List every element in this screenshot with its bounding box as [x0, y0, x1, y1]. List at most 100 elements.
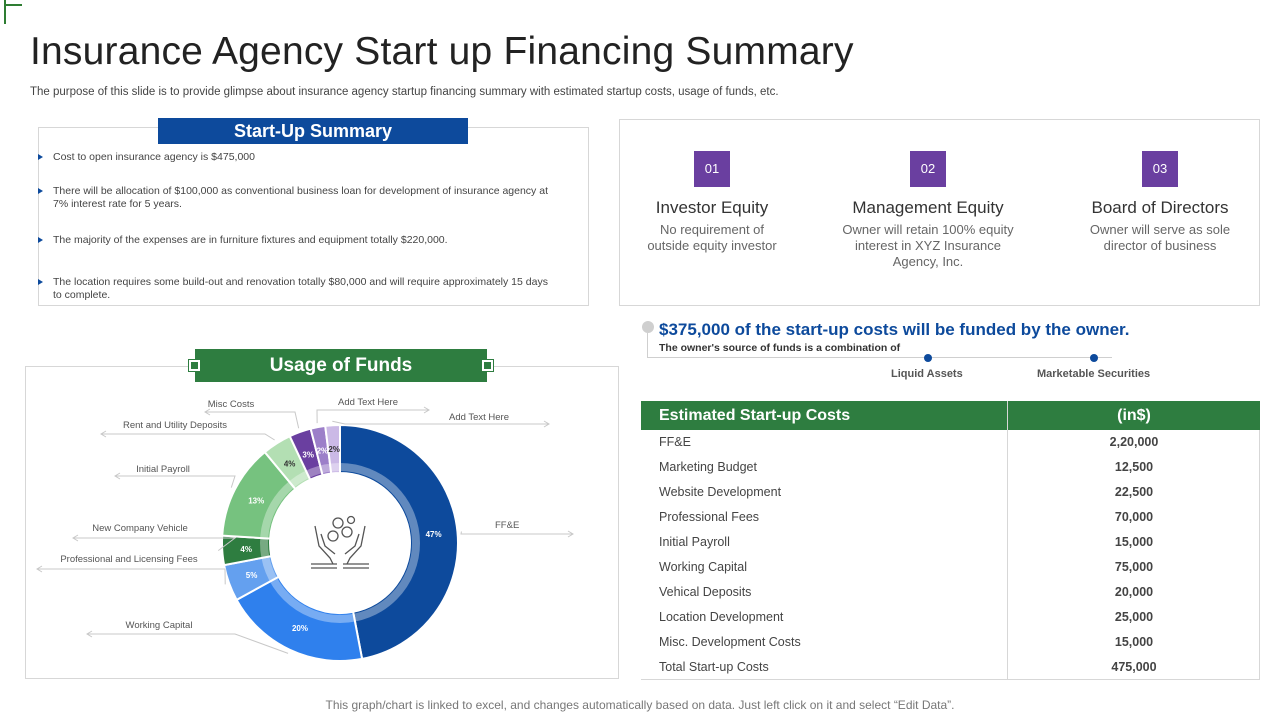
table-row: Location Development 25,000: [641, 605, 1260, 630]
row-amount: 25,000: [1114, 610, 1154, 624]
callout-label: New Company Vehicle: [92, 523, 188, 534]
row-item: Initial Payroll: [659, 535, 730, 549]
slice-percent-label: 47%: [426, 530, 442, 539]
table-column-divider: [1007, 401, 1008, 680]
row-item: Professional Fees: [659, 510, 760, 524]
row-amount: 2,20,000: [1109, 435, 1159, 449]
row-amount: 15,000: [1114, 635, 1154, 649]
equity-item-board: 03 Board of Directors Owner will serve a…: [1055, 151, 1265, 254]
callout-line: [460, 531, 573, 535]
summary-bullet: The majority of the expenses are in furn…: [38, 234, 558, 247]
funding-marker-dot: [642, 321, 654, 333]
equity-title: Management Equity: [852, 198, 1004, 217]
callout-arrow: [72, 534, 79, 542]
slice-percent-label: 13%: [248, 496, 264, 505]
slice-percent-label: 4%: [284, 460, 296, 469]
row-item: Marketing Budget: [659, 460, 757, 474]
row-amount: 22,500: [1114, 485, 1154, 499]
callout-line: [205, 411, 300, 429]
table-header-item: Estimated Start-up Costs: [659, 407, 851, 424]
row-item: Website Development: [659, 485, 782, 499]
funding-headline: $375,000 of the start-up costs will be f…: [659, 320, 1130, 339]
callout-label: Initial Payroll: [136, 464, 190, 475]
callout-line: [73, 537, 237, 552]
row-amount: 12,500: [1114, 460, 1154, 474]
callout-line: [87, 633, 289, 654]
row-item: Location Development: [659, 610, 784, 624]
table-row: Initial Payroll 15,000: [641, 530, 1260, 555]
table-row: Professional Fees 70,000: [641, 505, 1260, 530]
equity-description: Owner will serve as sole director of bus…: [1089, 222, 1231, 253]
table-row: Marketing Budget 12,500: [641, 455, 1260, 480]
equity-title: Investor Equity: [655, 198, 769, 217]
startup-summary-heading: Start-Up Summary: [158, 118, 468, 144]
page-subtitle: The purpose of this slide is to provide …: [30, 86, 779, 98]
table-header-amount: (in$): [1117, 407, 1151, 424]
equity-number-badge: 01: [694, 151, 730, 187]
callout-arrow: [114, 472, 121, 480]
equity-item-management: 02 Management Equity Owner will retain 1…: [823, 151, 1033, 270]
callout-arrow: [204, 408, 211, 416]
footer-note: This graph/chart is linked to excel, and…: [325, 698, 955, 712]
callout-label: Professional and Licensing Fees: [60, 554, 198, 565]
page-title: Insurance Agency Start up Financing Summ…: [30, 30, 854, 73]
slice-percent-label: 5%: [246, 571, 258, 580]
funding-source-label: Marketable Securities: [1037, 368, 1151, 380]
summary-bullet: The location requires some build-out and…: [38, 276, 558, 302]
source-marker-icon: [1090, 354, 1098, 362]
row-item: Misc. Development Costs: [659, 635, 801, 649]
row-amount: 15,000: [1114, 535, 1154, 549]
funding-subtitle: The owner's source of funds is a combina…: [659, 342, 901, 354]
callout-arrow: [423, 406, 430, 414]
table-row-total: Total Start-up Costs 475,000: [641, 655, 1260, 680]
usage-of-funds-heading: Usage of Funds: [188, 349, 494, 382]
callout-label: Rent and Utility Deposits: [123, 420, 227, 431]
funding-connector: [647, 333, 648, 357]
callout-label: Add Text Here: [338, 397, 398, 408]
slice-percent-label: 20%: [292, 624, 308, 633]
heading-knob: [188, 359, 201, 372]
callout-label: Working Capital: [126, 620, 193, 631]
slice-percent-label: 2%: [317, 447, 329, 456]
callout-line: [316, 409, 429, 424]
table-header: Estimated Start-up Costs (in$): [641, 401, 1260, 430]
table-row: Vehical Deposits 20,000: [641, 580, 1260, 605]
equity-item-investor: 01 Investor Equity No requirement of out…: [607, 151, 817, 254]
callout-label: FF&E: [495, 520, 519, 531]
row-amount: 70,000: [1114, 510, 1154, 524]
table-row: Website Development 22,500: [641, 480, 1260, 505]
equity-number-badge: 03: [1142, 151, 1178, 187]
row-amount: 75,000: [1114, 560, 1154, 574]
equity-description: No requirement of outside equity investo…: [647, 222, 777, 253]
callout-line: [37, 568, 226, 585]
callout-arrow: [567, 530, 574, 538]
heading-knob: [481, 359, 494, 372]
hands-coins-icon: [311, 515, 369, 569]
callout-arrow: [36, 565, 43, 573]
table-row: Working Capital 75,000: [641, 555, 1260, 580]
summary-bullet: There will be allocation of $100,000 as …: [38, 185, 558, 211]
summary-bullet: Cost to open insurance agency is $475,00…: [38, 151, 558, 164]
funding-source-label: Liquid Assets: [891, 368, 963, 380]
equity-title: Board of Directors: [1091, 198, 1229, 217]
donut-slice[interactable]: [324, 423, 341, 475]
slice-percent-label: 2%: [328, 445, 340, 454]
equity-panel: [619, 119, 1260, 306]
source-marker-icon: [924, 354, 932, 362]
row-item: FF&E: [659, 435, 691, 449]
donut-inner-ring: [260, 463, 420, 623]
table-row: FF&E 2,20,000: [641, 430, 1260, 455]
callout-arrow: [86, 630, 93, 638]
slice-percent-label: 4%: [240, 545, 252, 554]
usage-heading-text: Usage of Funds: [269, 355, 413, 376]
startup-costs-table: Estimated Start-up Costs (in$) FF&E 2,20,…: [641, 401, 1260, 680]
table-row: Misc. Development Costs 15,000: [641, 630, 1260, 655]
callout-arrow: [543, 420, 550, 428]
row-amount: 475,000: [1111, 660, 1157, 674]
row-amount: 20,000: [1114, 585, 1154, 599]
slice-percent-label: 3%: [302, 451, 314, 460]
callout-line: [101, 433, 275, 441]
equity-description: Owner will retain 100% equity interest i…: [842, 222, 1014, 269]
donut-slice[interactable]: [339, 423, 459, 661]
